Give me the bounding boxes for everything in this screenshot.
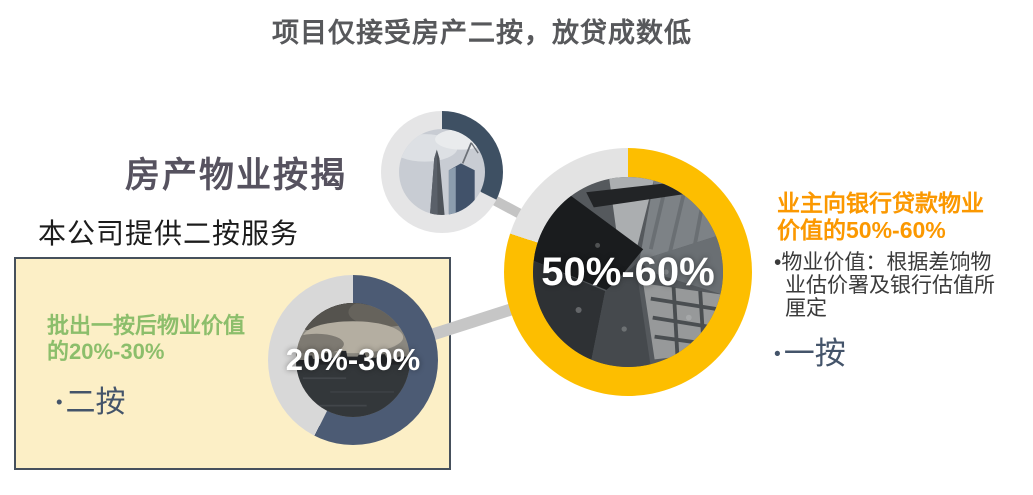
first-mortgage-donut-label: 50%-60% <box>541 249 715 294</box>
note-line-3: 厘定 <box>785 297 827 320</box>
second-mortgage-label: 二按 <box>65 386 126 419</box>
highlight-line-1: 批出一按后物业价值 <box>47 313 246 338</box>
first-mortgage-bullet-item: •一按 <box>774 328 846 373</box>
section-heading: 房产物业按揭 <box>125 156 348 195</box>
bullet-dot-icon: • <box>774 343 781 365</box>
second-mortgage-donut-chart: 20%-30% <box>268 275 438 445</box>
second-mortgage-bullet-item: • 二按 <box>56 377 126 421</box>
note-line-2: 业估价署及银行估值所 <box>785 274 995 297</box>
subheading: 本公司提供二按服务 <box>38 218 300 249</box>
highlight-line-2: 的20%-30% <box>47 339 165 364</box>
first-mortgage-label: 一按 <box>783 336 846 371</box>
second-mortgage-highlight: 批出一按后物业价值 的20%-30% <box>47 313 245 365</box>
fm-heading-line-2: 价值的50%-60% <box>777 217 946 243</box>
first-mortgage-heading: 业主向银行贷款物业 价值的50%-60% <box>777 190 984 244</box>
skyscrapers-up-photo <box>399 129 485 215</box>
first-mortgage-donut-chart: 50%-60% <box>504 148 752 396</box>
harbor-skyline-photo <box>296 303 410 417</box>
top-donut-chart <box>381 111 503 233</box>
bullet-dot-icon: • <box>56 390 63 412</box>
slide-title: 项目仅接受房产二按，放贷成数低 <box>272 18 692 48</box>
second-mortgage-donut-label: 20%-30% <box>285 342 421 377</box>
fm-heading-line-1: 业主向银行贷款物业 <box>777 190 984 216</box>
note-line-1: •物业价值：根据差饷物 <box>774 251 992 274</box>
property-value-note: •物业价值：根据差饷物 业估价署及银行估值所 厘定 <box>774 251 995 320</box>
